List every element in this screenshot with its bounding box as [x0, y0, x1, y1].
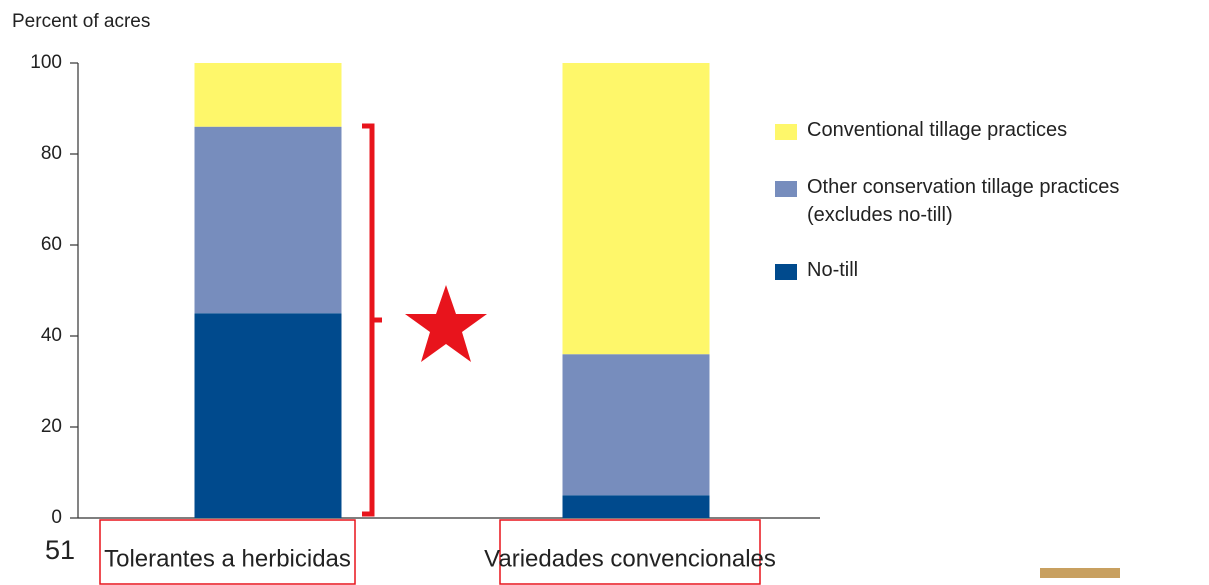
x-tick-label: Variedades convencionales	[484, 545, 776, 572]
y-tick-label: 20	[41, 416, 62, 437]
x-tick-label: Tolerantes a herbicidas	[104, 545, 351, 572]
legend-item: No-till	[775, 260, 1147, 284]
chart: Percent of acres 51 0 20 40 60 80 100 Tolerant…	[0, 0, 1209, 585]
legend-swatch	[775, 181, 797, 197]
page: Percent of acres 51 0 20 40 60 80 100 Tolerant…	[0, 0, 1209, 585]
star	[405, 285, 487, 362]
legend-label: Other conservation tillage practices (ex…	[807, 173, 1147, 229]
image-fragment	[1040, 568, 1120, 578]
bar-segment	[563, 354, 710, 495]
bar-segment	[195, 63, 342, 127]
legend-swatch	[775, 264, 797, 280]
legend-swatch	[775, 124, 797, 140]
page-number: 51	[45, 535, 75, 565]
bar-segment	[195, 313, 342, 518]
bar-segment	[195, 127, 342, 314]
y-axis-title: Percent of acres	[12, 11, 150, 32]
bar-segment	[563, 63, 710, 354]
bar-segment	[563, 495, 710, 518]
bracket	[362, 126, 382, 514]
y-tick-label: 100	[30, 52, 62, 73]
y-tick-label: 80	[41, 143, 62, 164]
legend-item: Conventional tillage practices	[775, 120, 1147, 144]
y-tick-label: 40	[41, 325, 62, 346]
y-tick-label: 0	[51, 507, 62, 528]
y-tick-label: 60	[41, 234, 62, 255]
legend-label: No-till	[807, 256, 1147, 284]
legend-item: Other conservation tillage practices (ex…	[775, 177, 1147, 229]
legend-label: Conventional tillage practices	[807, 116, 1147, 144]
